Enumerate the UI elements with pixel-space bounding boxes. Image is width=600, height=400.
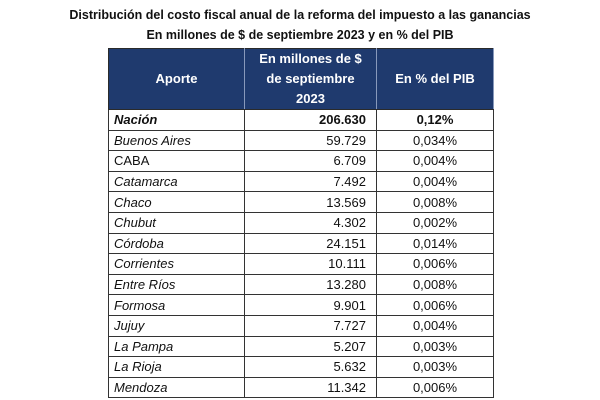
row-aporte: Nación: [108, 109, 245, 131]
row-pib: 0,004%: [376, 170, 494, 193]
table-row: Catamarca 7.492 0,004%: [108, 170, 494, 193]
table-row: La Pampa 5.207 0,003%: [108, 335, 494, 358]
row-millones: 7.727: [244, 314, 377, 337]
row-pib: 0,003%: [376, 356, 494, 378]
column-header-aporte: Aporte: [108, 48, 245, 110]
row-aporte: La Rioja: [108, 356, 245, 378]
row-aporte: Formosa: [108, 294, 245, 316]
row-millones: 206.630: [244, 109, 377, 131]
row-pib: 0,003%: [376, 335, 494, 358]
row-pib: 0,006%: [376, 294, 494, 316]
table-row: La Rioja 5.632 0,003%: [108, 356, 494, 378]
table-row: CABA 6.709 0,004%: [108, 150, 494, 172]
table-row: Nación 206.630 0,12%: [108, 109, 494, 131]
row-pib: 0,006%: [376, 376, 494, 399]
row-pib: 0,014%: [376, 232, 494, 255]
row-pib: 0,002%: [376, 211, 494, 234]
column-header-pib: En % del PIB: [376, 48, 494, 110]
row-millones: 11.342: [244, 376, 377, 399]
table-row: Buenos Aires 59.729 0,034%: [108, 129, 494, 152]
table-subtitle: En millones de $ de septiembre 2023 y en…: [146, 28, 454, 42]
row-millones: 24.151: [244, 232, 377, 255]
row-pib: 0,004%: [376, 150, 494, 172]
row-aporte: La Pampa: [108, 335, 245, 358]
row-millones: 7.492: [244, 170, 377, 193]
row-aporte: Entre Ríos: [108, 273, 245, 296]
table-row: Chubut 4.302 0,002%: [108, 211, 494, 234]
row-aporte: Corrientes: [108, 253, 245, 275]
row-pib: 0,004%: [376, 314, 494, 337]
table-row: Mendoza 11.342 0,006%: [108, 376, 494, 399]
row-aporte: CABA: [108, 150, 245, 172]
table-row: Formosa 9.901 0,006%: [108, 294, 494, 316]
row-millones: 9.901: [244, 294, 377, 316]
row-aporte: Chubut: [108, 211, 245, 234]
row-millones: 13.569: [244, 191, 377, 213]
row-pib: 0,008%: [376, 191, 494, 213]
row-millones: 5.207: [244, 335, 377, 358]
row-pib: 0,12%: [376, 109, 494, 131]
row-pib: 0,034%: [376, 129, 494, 152]
row-millones: 5.632: [244, 356, 377, 378]
row-aporte: Mendoza: [108, 376, 245, 399]
table-title: Distribución del costo fiscal anual de l…: [69, 8, 531, 22]
column-header-millones: En millones de $ de septiembre 2023: [244, 48, 377, 110]
row-millones: 13.280: [244, 273, 377, 296]
row-aporte: Chaco: [108, 191, 245, 213]
row-aporte: Catamarca: [108, 170, 245, 193]
row-aporte: Buenos Aires: [108, 129, 245, 152]
row-millones: 59.729: [244, 129, 377, 152]
table-row: Jujuy 7.727 0,004%: [108, 314, 494, 337]
row-pib: 0,008%: [376, 273, 494, 296]
row-millones: 6.709: [244, 150, 377, 172]
table-row: Chaco 13.569 0,008%: [108, 191, 494, 213]
row-millones: 10.111: [244, 253, 377, 275]
table-row: Entre Ríos 13.280 0,008%: [108, 273, 494, 296]
cost-distribution-table: Aporte En millones de $ de septiembre 20…: [108, 48, 494, 399]
table-row: Corrientes 10.111 0,006%: [108, 253, 494, 275]
row-pib: 0,006%: [376, 253, 494, 275]
table-row: Córdoba 24.151 0,014%: [108, 232, 494, 255]
table-header-row: Aporte En millones de $ de septiembre 20…: [108, 48, 494, 110]
row-aporte: Córdoba: [108, 232, 245, 255]
row-millones: 4.302: [244, 211, 377, 234]
row-aporte: Jujuy: [108, 314, 245, 337]
